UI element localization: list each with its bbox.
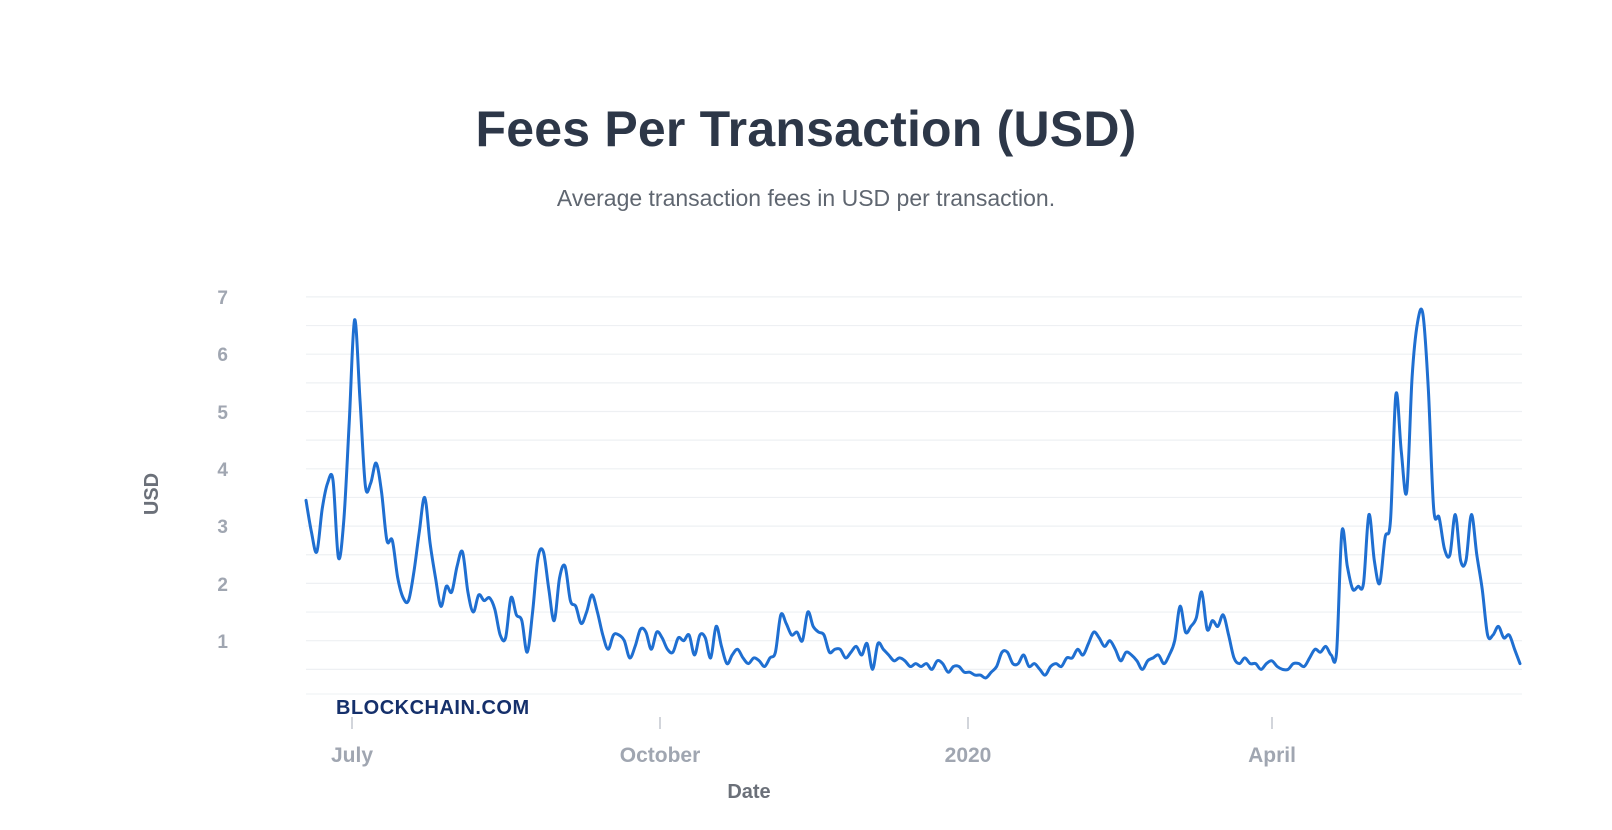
chart-subtitle: Average transaction fees in USD per tran… xyxy=(556,185,1056,211)
y-tick-label: 4 xyxy=(217,460,228,481)
y-axis-label: USD xyxy=(141,473,163,515)
x-axis-label: Date xyxy=(727,781,770,803)
y-tick-label: 7 xyxy=(217,288,228,309)
y-tick-label: 3 xyxy=(217,517,228,538)
y-tick-label: 6 xyxy=(217,345,228,366)
x-tick-label: 2020 xyxy=(945,744,992,767)
x-tick-label: July xyxy=(331,744,373,767)
y-tick-label: 5 xyxy=(217,403,228,424)
y-axis-ticks: 1 2 3 4 5 6 7 xyxy=(217,288,228,653)
gridlines xyxy=(306,296,1522,695)
x-tick-label: April xyxy=(1248,744,1296,767)
x-axis-ticks: July October 2020 April xyxy=(331,717,1296,767)
y-tick-label: 1 xyxy=(217,632,228,653)
fees-line-series xyxy=(304,307,1522,680)
blockchain-watermark: BLOCKCHAIN.COM xyxy=(336,697,530,719)
chart-title: Fees Per Transaction (USD) xyxy=(475,101,1137,157)
x-tick-label: October xyxy=(620,744,701,767)
y-tick-label: 2 xyxy=(217,575,228,596)
